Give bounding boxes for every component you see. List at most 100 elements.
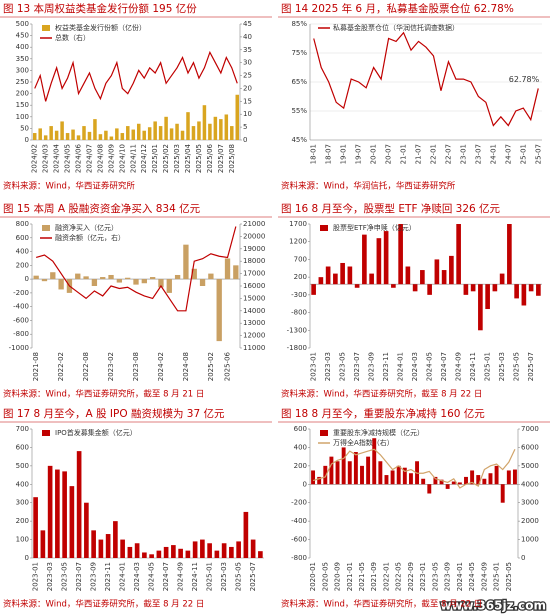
bar [488, 473, 493, 485]
bar [347, 266, 353, 285]
bar [445, 484, 450, 489]
bar [449, 255, 454, 285]
x-tick-label: 2023-05 [431, 562, 439, 591]
y-tick-label: 500 [16, 20, 29, 28]
bar [311, 284, 316, 295]
bar [412, 284, 418, 292]
x-tick-label: 2024-11 [191, 562, 199, 591]
bar [383, 231, 389, 285]
x-tick-label: 2022-01 [382, 562, 390, 591]
x-tick-label: 2023-03 [324, 352, 332, 381]
bar [83, 276, 89, 280]
x-tick-label: 2024-02 [157, 352, 165, 381]
y2-tick-label: 45 [243, 20, 252, 28]
y-tick-label: -200 [13, 289, 29, 297]
x-tick-label: 2024-11 [469, 352, 477, 381]
bar [60, 121, 64, 140]
bar [427, 284, 432, 295]
bar [506, 470, 511, 485]
x-tick-label: 2023-03 [46, 562, 54, 591]
bar [366, 456, 371, 485]
y-tick-label: 600 [294, 425, 307, 433]
y-tick-label: 100 [16, 536, 29, 544]
x-tick-label: 2024-09 [455, 352, 463, 381]
x-tick-label: 22-01 [429, 144, 437, 164]
y-tick-label: -800 [13, 330, 29, 338]
y2-tick-label: 7000 [521, 425, 539, 433]
line-series [34, 50, 238, 102]
bar [208, 123, 212, 140]
x-tick-label: 2025-03 [220, 562, 228, 591]
y-tick-label: 0 [25, 275, 29, 283]
x-tick-label: 2023-05 [61, 562, 69, 591]
x-tick-label: 2023-11 [104, 562, 112, 591]
bar [528, 284, 534, 292]
bar [49, 126, 53, 140]
x-tick-label: 2025/06 [206, 143, 214, 173]
x-tick-label: 2024-08 [182, 352, 190, 381]
bar [494, 465, 499, 485]
x-tick-label: 2021-05 [358, 562, 366, 591]
bar [149, 277, 156, 280]
bar [136, 123, 141, 140]
bar [200, 539, 205, 558]
bar [420, 270, 425, 285]
bar [317, 476, 322, 485]
bar [341, 447, 346, 485]
y-tick-label: 450 [16, 32, 29, 40]
y-tick-label: 0 [25, 136, 29, 144]
y2-tick-label: 4000 [521, 480, 539, 488]
x-tick-label: 2023-07 [353, 352, 361, 381]
bar [250, 539, 256, 558]
y-tick-label: 200 [16, 517, 29, 525]
x-tick-label: 2024-07 [440, 352, 448, 381]
x-tick-label: 2024/07 [85, 144, 93, 173]
bar [456, 224, 461, 285]
bar [164, 116, 168, 140]
bar [84, 502, 89, 558]
y-tick-label: -1300 [287, 326, 307, 334]
bar [233, 265, 239, 280]
bar [340, 262, 345, 285]
x-tick-label: 2024/02 [31, 144, 39, 173]
x-tick-label: 2023-02 [107, 352, 115, 381]
bar [221, 543, 227, 558]
bar [109, 136, 114, 140]
y-tick-label: 700 [16, 425, 29, 433]
y2-tick-label: 21000 [243, 220, 265, 228]
bar [236, 541, 241, 558]
bar [105, 534, 111, 558]
y2-tick-label: 14000 [243, 307, 265, 315]
bar [243, 511, 249, 558]
x-tick-label: 18-01 [310, 144, 318, 164]
bar [463, 284, 469, 295]
x-tick-label: 2024/06 [75, 143, 83, 173]
bar [54, 130, 59, 140]
bar [197, 121, 201, 140]
x-tick-label: 2024-07 [162, 562, 170, 591]
y-tick-label: -800 [291, 309, 307, 317]
legend-label: 融资净买入（亿元） [55, 223, 118, 232]
y2-tick-label: 20 [243, 84, 252, 92]
x-tick-label: 20-01 [370, 144, 378, 164]
x-tick-label: 2020-05 [321, 562, 329, 591]
bar [43, 135, 48, 140]
y-tick-label: 500 [16, 462, 29, 470]
bar [158, 279, 164, 288]
bar [133, 279, 139, 285]
bar [199, 279, 206, 286]
x-tick-label: 2025/04 [184, 143, 192, 173]
x-tick-label: 2025-01 [206, 562, 214, 591]
bar [75, 273, 81, 280]
x-tick-label: 24-07 [504, 144, 512, 164]
y-tick-label: -200 [291, 499, 307, 507]
bar [55, 469, 60, 558]
bar [311, 470, 316, 485]
bar [158, 126, 163, 140]
bar [219, 119, 223, 140]
bar [396, 465, 401, 485]
bar [108, 274, 114, 280]
source-note: 资料来源：Wind，华润信托，华西证券研究所 [281, 181, 456, 192]
bar [91, 279, 98, 286]
